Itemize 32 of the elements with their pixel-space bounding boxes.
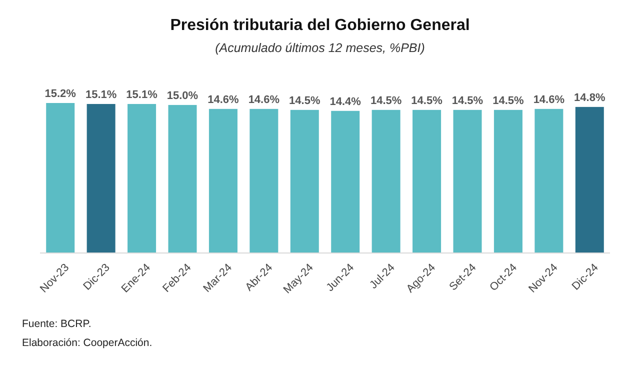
bar: [412, 110, 442, 253]
data-label: 14.6%: [208, 94, 240, 106]
bar: [331, 110, 360, 253]
bar: [575, 106, 604, 253]
bar: [290, 110, 319, 253]
data-label: 15.1%: [85, 88, 117, 101]
data-label: 14.5%: [411, 94, 443, 107]
chart-subtitle: (Acumulado últimos 12 meses, %PBI): [215, 41, 425, 55]
bar: [86, 104, 116, 253]
data-label: 15.2%: [44, 88, 76, 100]
bar: [208, 108, 238, 253]
bar: [494, 110, 522, 253]
data-label: 15.0%: [166, 90, 198, 102]
data-label: 14.5%: [289, 94, 320, 107]
bar: [250, 108, 278, 253]
chart-title: Presión tributaria del Gobierno General: [170, 17, 470, 34]
text: Elaboración: CooperAcción.: [22, 337, 152, 349]
data-label: 14.6%: [533, 94, 565, 106]
bar: [372, 110, 400, 253]
source-note: Fuente: BCRP.: [22, 318, 92, 330]
data-label: 14.5%: [492, 94, 524, 107]
bar: [168, 104, 197, 253]
data-label: 15.1%: [126, 88, 158, 101]
bar: [453, 110, 482, 253]
data-label: 14.5%: [370, 94, 402, 107]
data-label: 14.5%: [452, 94, 484, 107]
bar: [46, 103, 75, 253]
bar: [534, 108, 564, 253]
bar: [128, 104, 156, 253]
data-label: 14.4%: [330, 96, 362, 108]
data-label: 14.8%: [574, 92, 606, 104]
data-label: 14.6%: [248, 94, 280, 106]
